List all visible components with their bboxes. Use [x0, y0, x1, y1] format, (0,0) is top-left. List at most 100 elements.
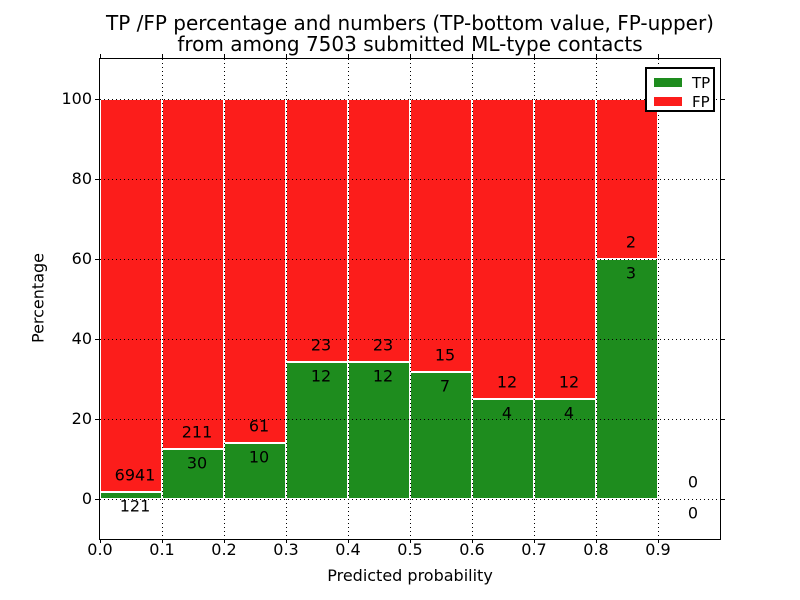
fp-legend-swatch — [654, 97, 682, 106]
y-tick-left — [95, 179, 99, 180]
y-tick-label: 80 — [71, 169, 92, 188]
bar-segment-fp — [472, 99, 534, 399]
y-tick-label: 40 — [71, 329, 92, 348]
tp-count-label: 4 — [563, 403, 575, 423]
y-tick-label: 60 — [71, 249, 92, 268]
legend-item-fp: FP — [647, 92, 713, 111]
x-gridline — [224, 59, 225, 539]
fp-count-label: 15 — [434, 345, 456, 365]
x-tick-bottom — [534, 539, 535, 543]
fp-count-label: 23 — [310, 335, 332, 355]
fp-count-label: 12 — [496, 372, 518, 392]
x-tick-top — [286, 54, 287, 58]
x-gridline — [596, 59, 597, 539]
x-gridline — [162, 59, 163, 539]
x-tick-label: 0.7 — [521, 540, 547, 559]
x-tick-top — [224, 54, 225, 58]
fp-count-label: 23 — [372, 335, 394, 355]
bar-segment-tp — [596, 259, 658, 499]
y-tick-label: 100 — [61, 89, 92, 108]
bar-segment-fp — [534, 99, 596, 399]
y-tick-left — [95, 339, 99, 340]
bar-segment-fp — [224, 99, 286, 443]
tp-count-label: 30 — [186, 453, 208, 473]
x-gridline — [534, 59, 535, 539]
bar-segment-tp — [100, 492, 162, 499]
y-tick-right — [721, 339, 725, 340]
legend-item-tp: TP — [647, 73, 713, 92]
bar-segment-tp — [286, 361, 348, 499]
tp-count-label: 7 — [439, 376, 451, 396]
tp-count-label: 12 — [372, 366, 394, 386]
fp-count-label: 2 — [625, 232, 637, 252]
y-tick-label: 20 — [71, 409, 92, 428]
y-tick-left — [95, 419, 99, 420]
x-tick-bottom — [596, 539, 597, 543]
x-tick-label: 0.0 — [87, 540, 113, 559]
bar-segment-tp — [534, 399, 596, 499]
bar-segment-fp — [162, 99, 224, 450]
y-tick-left — [95, 499, 99, 500]
x-gridline — [410, 59, 411, 539]
x-tick-label: 0.8 — [583, 540, 609, 559]
x-tick-label: 0.2 — [211, 540, 237, 559]
x-tick-top — [410, 54, 411, 58]
tp-count-label: 121 — [119, 496, 151, 516]
x-tick-bottom — [410, 539, 411, 543]
y-tick-left — [95, 259, 99, 260]
x-tick-label: 0.5 — [397, 540, 423, 559]
tp-count-label: 4 — [501, 403, 513, 423]
x-tick-label: 0.3 — [273, 540, 299, 559]
tp-count-label: 0 — [687, 503, 699, 523]
legend-label-fp: FP — [692, 92, 710, 111]
x-tick-bottom — [658, 539, 659, 543]
x-tick-label: 0.4 — [335, 540, 361, 559]
x-tick-top — [162, 54, 163, 58]
fp-count-label: 0 — [687, 472, 699, 492]
x-tick-bottom — [224, 539, 225, 543]
chart-title-line1: TP /FP percentage and numbers (TP-bottom… — [106, 11, 714, 35]
x-gridline — [658, 59, 659, 539]
bar-segment-tp — [162, 449, 224, 499]
bar-segment-fp — [100, 99, 162, 493]
x-gridline — [472, 59, 473, 539]
x-tick-bottom — [162, 539, 163, 543]
x-tick-top — [472, 54, 473, 58]
x-tick-bottom — [100, 539, 101, 543]
y-tick-left — [95, 99, 99, 100]
x-tick-bottom — [286, 539, 287, 543]
x-tick-top — [596, 54, 597, 58]
fp-count-label: 211 — [181, 422, 213, 442]
bar-segment-tp — [348, 361, 410, 499]
y-tick-right — [721, 179, 725, 180]
chart-title: TP /FP percentage and numbers (TP-bottom… — [99, 13, 721, 55]
bar-segment-fp — [410, 99, 472, 372]
x-tick-label: 0.1 — [149, 540, 175, 559]
x-tick-bottom — [348, 539, 349, 543]
bar-segment-tp — [472, 399, 534, 499]
y-tick-right — [721, 499, 725, 500]
tp-count-label: 12 — [310, 366, 332, 386]
y-tick-label: 0 — [81, 489, 92, 508]
x-gridline — [286, 59, 287, 539]
y-tick-right — [721, 419, 725, 420]
tp-count-label: 10 — [248, 447, 270, 467]
x-tick-top — [348, 54, 349, 58]
x-tick-top — [658, 54, 659, 58]
x-tick-label: 0.6 — [459, 540, 485, 559]
x-tick-bottom — [472, 539, 473, 543]
x-gridline — [348, 59, 349, 539]
chart-title-line2: from among 7503 submitted ML-type contac… — [177, 32, 643, 56]
fp-count-label: 61 — [248, 416, 270, 436]
x-tick-top — [100, 54, 101, 58]
tp-count-label: 3 — [625, 263, 637, 283]
bar-segment-fp — [348, 99, 410, 362]
fp-count-label: 6941 — [114, 465, 156, 485]
plot-area: TP FP 6941 121 211 30 61 10 23 12 23 12 15 7 12 4 12 4 2… — [61, 54, 725, 559]
x-axis-label: Predicted probability — [327, 566, 493, 585]
x-tick-top — [534, 54, 535, 58]
tp-legend-swatch — [654, 78, 682, 87]
x-tick-label: 0.9 — [645, 540, 671, 559]
fp-count-label: 12 — [558, 372, 580, 392]
